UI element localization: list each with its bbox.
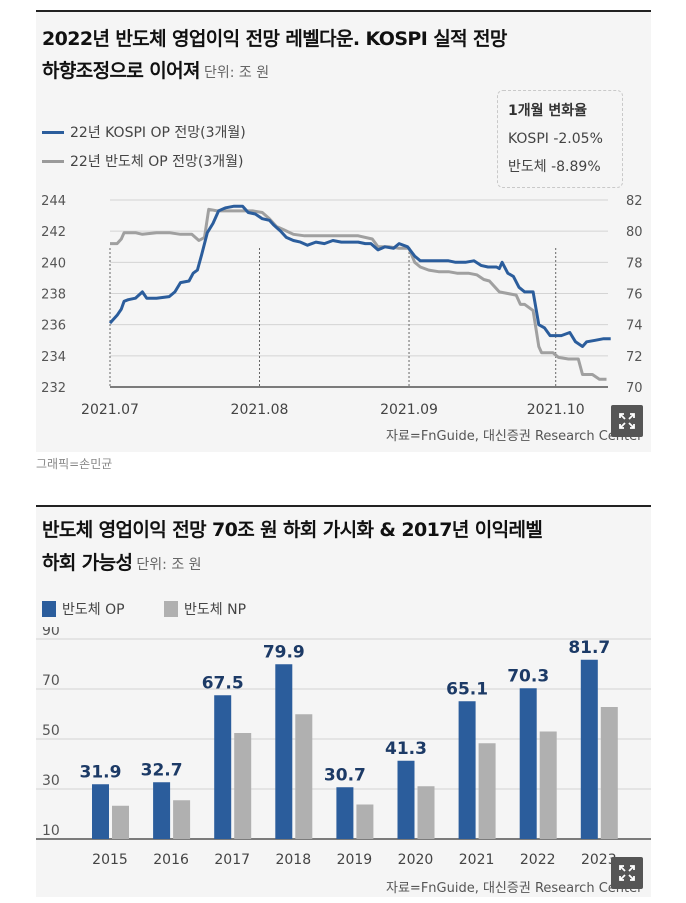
np-bar: [417, 786, 435, 839]
right-axis-tick: 72: [626, 350, 643, 365]
op-value-label: 65.1: [446, 679, 488, 699]
x-axis-tick: 2018: [275, 852, 311, 868]
change-rate-box: 1개월 변화율 KOSPI -2.05% 반도체 -8.89%: [497, 90, 623, 188]
x-axis-tick: 2023: [581, 852, 617, 868]
legend-label-kospi: 22년 KOSPI OP 전망(3개월): [70, 125, 246, 141]
np-bar: [478, 743, 496, 839]
bar-chart-panel: 반도체 영업이익 전망 70조 원 하회 가시화 & 2017년 이익레벨 하회…: [36, 505, 651, 897]
expand-icon: [619, 413, 635, 429]
op-bar: [214, 695, 232, 839]
legend-item-kospi: 22년 KOSPI OP 전망(3개월): [42, 122, 246, 142]
bar-chart: 90 70 50 30 10 31.9 2015 32.7 2016 67.5 2017 79.9 20…: [36, 627, 651, 868]
op-value-label: 81.7: [568, 638, 610, 658]
x-axis-tick: 2016: [153, 852, 189, 868]
right-axis-tick: 78: [626, 256, 643, 271]
legend-label-np: 반도체 NP: [184, 602, 247, 618]
legend-item-semi: 22년 반도체 OP 전망(3개월): [42, 151, 244, 171]
left-axis-tick: 244: [41, 194, 66, 209]
op-value-label: 70.3: [507, 666, 549, 686]
x-axis-tick: 2020: [398, 852, 434, 868]
source-note: 자료=FnGuide, 대신증권 Research Center: [386, 429, 643, 444]
op-bar: [397, 760, 415, 839]
right-axis-tick: 76: [626, 288, 643, 303]
line-chart: 244 242 240 238 236 234 232 82 80 78 76 74 72 70 2021.…: [41, 194, 643, 418]
y-axis-tick: 10: [42, 823, 60, 839]
change-rate-kospi: KOSPI -2.05%: [508, 131, 603, 147]
left-axis-tick: 232: [41, 381, 66, 396]
left-axis-tick: 234: [41, 350, 66, 365]
line-chart-panel: 2022년 반도체 영업이익 전망 레벨다운. KOSPI 실적 전망 하향조정…: [36, 10, 651, 452]
op-bar: [275, 664, 293, 839]
left-axis-tick: 238: [41, 288, 66, 303]
op-value-label: 79.9: [263, 642, 305, 662]
x-axis-tick: 2021.10: [527, 402, 585, 418]
np-bar: [356, 804, 374, 839]
y-axis-tick: 30: [42, 773, 60, 789]
x-axis-tick: 2017: [214, 852, 250, 868]
np-bar: [173, 800, 191, 839]
left-axis-tick: 242: [41, 225, 66, 240]
expand-button[interactable]: [611, 857, 643, 889]
left-axis-tick: 236: [41, 319, 66, 334]
x-axis-tick: 2021.08: [231, 402, 289, 418]
right-axis-tick: 70: [626, 381, 643, 396]
op-value-label: 30.7: [324, 765, 366, 785]
x-axis-tick: 2021.09: [380, 402, 438, 418]
np-bar: [234, 733, 252, 839]
y-axis-tick: 70: [42, 673, 60, 689]
expand-icon: [619, 865, 635, 881]
legend-swatch-np: [164, 601, 178, 617]
chart-title-line1: 2022년 반도체 영업이익 전망 레벨다운. KOSPI 실적 전망: [42, 28, 507, 50]
x-axis-tick: 2021.07: [81, 402, 139, 418]
legend-label-op: 반도체 OP: [62, 602, 125, 618]
legend-item-op: 반도체 OP: [42, 599, 125, 619]
op-bar: [336, 787, 354, 839]
chart-title-line2: 하회 가능성 단위: 조 원: [42, 552, 202, 574]
legend-swatch-semi: [42, 159, 64, 163]
op-value-label: 41.3: [385, 739, 427, 759]
legend-swatch-kospi: [42, 130, 64, 134]
op-bar: [153, 782, 171, 839]
y-axis-tick: 90: [42, 627, 60, 639]
x-axis-tick: 2019: [337, 852, 373, 868]
x-axis-tick: 2015: [92, 852, 128, 868]
right-axis-tick: 80: [626, 225, 643, 240]
chart-title-line2: 하향조정으로 이어져 단위: 조 원: [42, 60, 270, 82]
chart-title-line1: 반도체 영업이익 전망 70조 원 하회 가시화 & 2017년 이익레벨: [42, 519, 543, 541]
expand-button[interactable]: [611, 405, 643, 437]
legend-item-np: 반도체 NP: [164, 599, 246, 619]
unit-label: 단위: 조 원: [136, 557, 202, 573]
np-bar: [600, 707, 618, 839]
op-value-label: 31.9: [80, 762, 122, 782]
np-bar: [112, 805, 129, 839]
right-axis-tick: 82: [626, 194, 643, 209]
source-note: 자료=FnGuide, 대신증권 Research Center: [386, 881, 643, 896]
np-bar: [539, 731, 557, 839]
change-rate-header: 1개월 변화율: [508, 103, 588, 119]
op-value-label: 32.7: [141, 760, 183, 780]
np-bar: [295, 714, 313, 839]
legend-label-semi: 22년 반도체 OP 전망(3개월): [70, 154, 244, 170]
graphic-credit: 그래픽=손민균: [36, 457, 113, 471]
legend-swatch-op: [42, 601, 56, 617]
kospi-series-line: [108, 204, 611, 348]
op-bar: [458, 701, 476, 839]
y-axis-tick: 50: [42, 723, 60, 739]
left-axis-tick: 240: [41, 256, 66, 271]
right-axis-tick: 74: [626, 319, 643, 334]
op-value-label: 67.5: [202, 673, 244, 693]
op-bar: [519, 688, 537, 839]
x-axis-tick: 2022: [520, 852, 556, 868]
op-bar: [92, 784, 109, 839]
unit-label: 단위: 조 원: [203, 65, 270, 81]
x-axis-tick: 2021: [459, 852, 495, 868]
change-rate-semi: 반도체 -8.89%: [508, 159, 601, 175]
op-bar: [580, 659, 598, 839]
